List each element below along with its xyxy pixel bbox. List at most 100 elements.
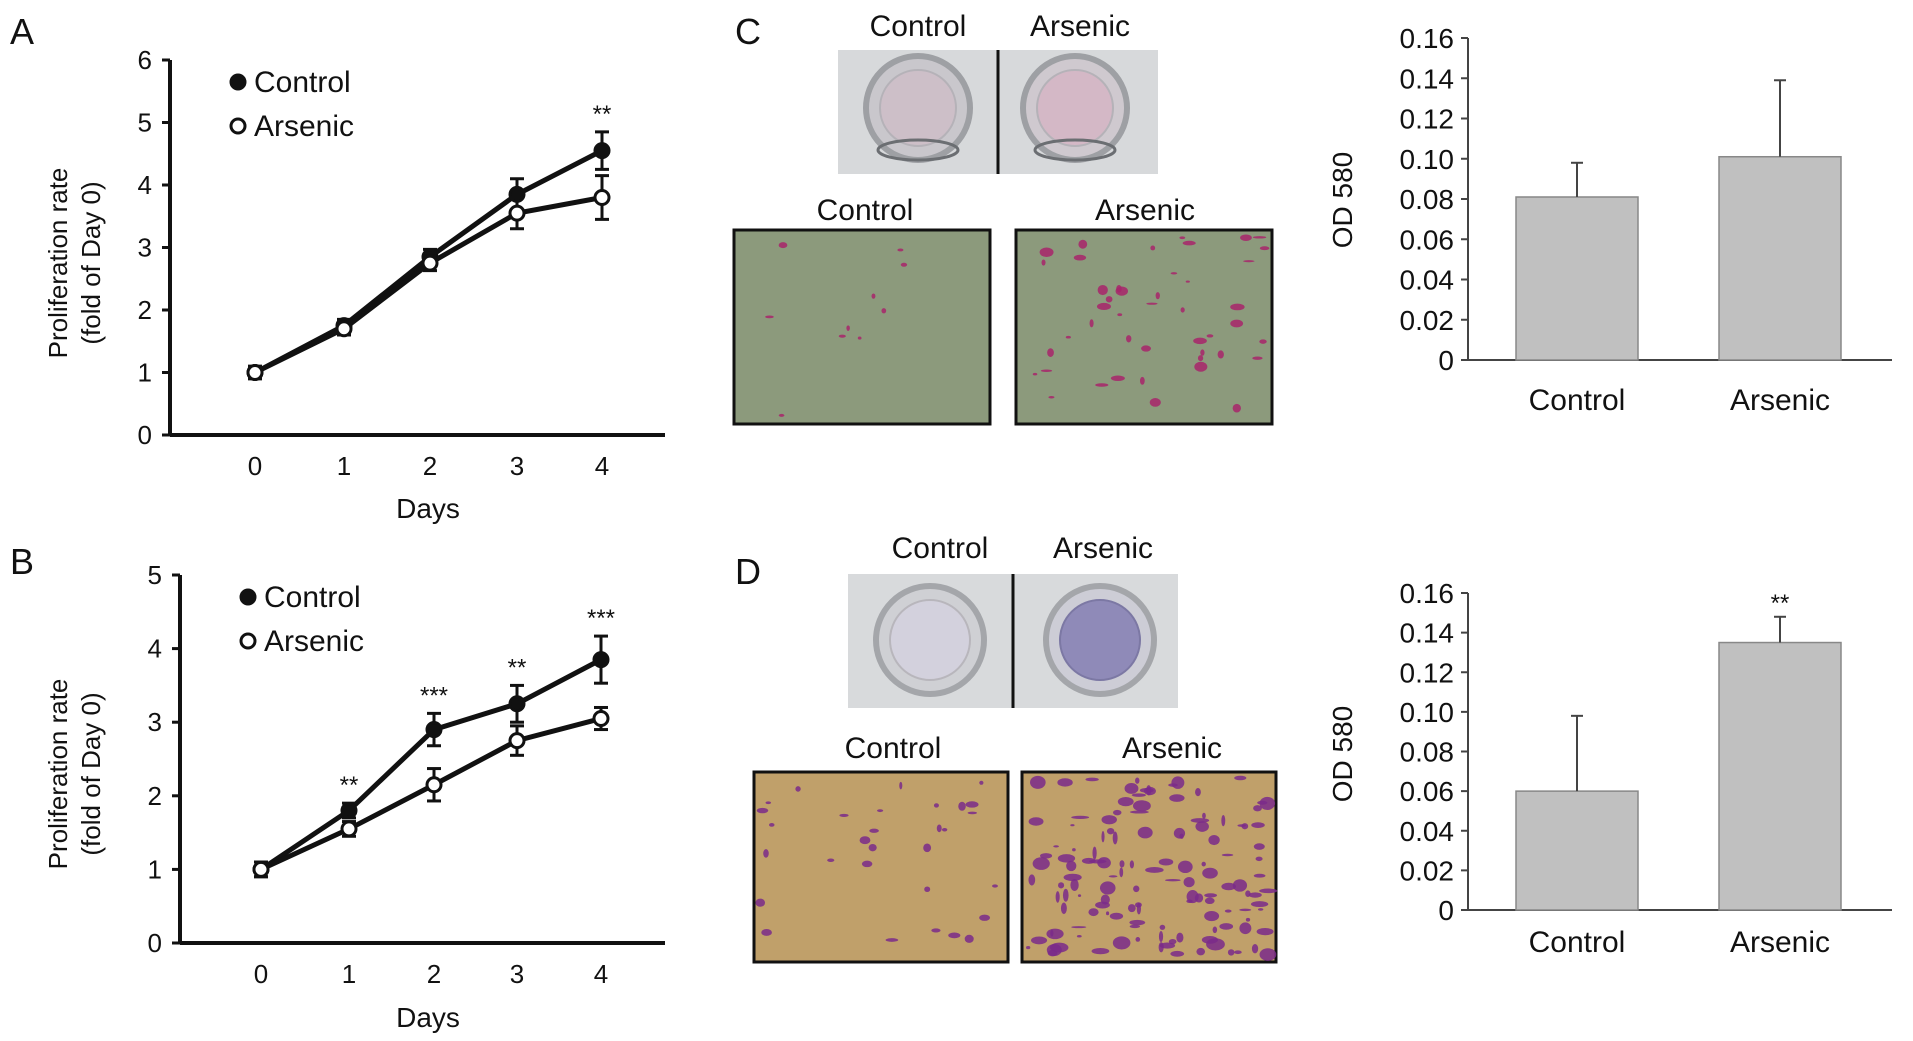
stain-spot <box>1259 888 1278 894</box>
significance-label: *** <box>420 682 448 709</box>
line-chart-a: Proliferation rate (fold of Day 0) Days … <box>43 45 665 524</box>
stain-spot <box>1204 911 1220 922</box>
stain-spot <box>1117 313 1123 317</box>
micrograph-control <box>732 228 992 426</box>
stain-spot <box>1177 860 1193 874</box>
stain-spot <box>1117 796 1134 807</box>
stain-spot <box>756 807 769 814</box>
stain-spot <box>1032 857 1050 870</box>
stain-spot <box>1110 375 1125 382</box>
stain-spot <box>1063 873 1082 882</box>
micro-label-control: Control <box>817 194 914 227</box>
bar-arsenic <box>1718 155 1842 361</box>
stain-spot <box>1129 924 1141 929</box>
y-tick-label: 5 <box>148 560 162 590</box>
x-axis-title: Days <box>396 1002 460 1033</box>
y-tick-label: 0.16 <box>1400 23 1455 54</box>
stain-spot <box>1057 778 1073 787</box>
stain-spot <box>1170 950 1185 957</box>
stain-spot <box>1132 800 1151 812</box>
stain-spot <box>924 886 931 892</box>
legend-label: Arsenic <box>264 625 364 658</box>
y-tick-label: 6 <box>138 45 152 75</box>
stain-spot <box>765 315 774 319</box>
y-tick-label: 3 <box>138 233 152 263</box>
y-tick-label: 0.14 <box>1400 618 1455 649</box>
stain-spot <box>1232 879 1248 892</box>
y-tick-label: 1 <box>138 358 152 388</box>
stain-spot <box>1221 882 1236 891</box>
stain-spot <box>1190 818 1210 823</box>
x-axis-title: Days <box>396 493 460 524</box>
y-axis-title-line1: Proliferation rate <box>43 679 73 870</box>
micro-label-arsenic: Arsenic <box>1122 732 1222 765</box>
stain-spot <box>1126 335 1132 343</box>
stain-spot <box>1116 285 1122 293</box>
stain-spot <box>1257 800 1268 805</box>
stain-spot <box>931 928 941 933</box>
y-tick-label: 0.08 <box>1400 737 1455 768</box>
well-label-arsenic: Arsenic <box>1053 532 1153 565</box>
x-tick-label: 2 <box>427 959 441 989</box>
stain-spot <box>1253 805 1262 812</box>
stain-spot <box>1243 260 1255 263</box>
stain-spot <box>1196 947 1206 956</box>
y-tick-label: 5 <box>138 108 152 138</box>
stain-spot <box>1259 796 1276 810</box>
stain-spot <box>1071 815 1090 819</box>
stain-spot <box>1250 901 1269 908</box>
stain-spot <box>1073 254 1087 261</box>
y-tick-label: 0.06 <box>1400 224 1455 255</box>
stain-spot <box>1252 236 1267 239</box>
stain-spot <box>1221 853 1234 857</box>
legend-label: Control <box>264 581 361 614</box>
stain-spot <box>1048 396 1055 399</box>
legend-marker <box>229 73 247 91</box>
well-label-control: Control <box>892 532 989 565</box>
y-tick-label: 2 <box>138 295 152 325</box>
stain-spot <box>1182 240 1196 246</box>
stain-spot <box>1194 361 1208 372</box>
panel-label-b: B <box>10 541 34 582</box>
stain-spot <box>1129 810 1149 814</box>
stain-spot <box>1257 908 1264 911</box>
well-label-arsenic: Arsenic <box>1030 10 1130 43</box>
y-tick-label: 0.12 <box>1400 104 1455 135</box>
stain-spot <box>1255 856 1263 862</box>
stain-spot <box>881 308 887 314</box>
stain-spot <box>1197 355 1204 362</box>
y-tick-label: 4 <box>138 170 152 200</box>
stain-spot <box>1158 942 1164 953</box>
stain-spot <box>1085 777 1099 782</box>
stain-spot <box>1131 793 1146 797</box>
y-tick-label: 0.12 <box>1400 657 1455 688</box>
stain-spot <box>1134 902 1142 908</box>
y-axis-title: OD 580 <box>1327 152 1358 249</box>
x-tick-label: 4 <box>594 959 608 989</box>
stain-spot <box>857 336 862 340</box>
legend-label: Control <box>254 66 351 99</box>
stain-spot <box>877 809 884 813</box>
stain-spot <box>1135 937 1141 942</box>
bar-control <box>1515 790 1639 911</box>
stain-spot <box>1200 349 1205 356</box>
legend-marker <box>239 632 257 650</box>
stain-spot <box>1234 775 1247 781</box>
stain-spot <box>1227 949 1235 956</box>
micro-label-control: Control <box>845 732 942 765</box>
x-tick-label: Control <box>1529 384 1626 417</box>
y-tick-label: 0.10 <box>1400 697 1455 728</box>
series-line-arsenic <box>253 195 603 375</box>
stain-spot <box>1251 822 1265 828</box>
stain-spot <box>1040 369 1053 372</box>
stain-spot <box>1224 909 1232 913</box>
well-arsenic <box>1020 53 1130 163</box>
stain-spot <box>979 780 984 785</box>
micrograph-control <box>752 770 1010 964</box>
stain-spot <box>1119 860 1125 868</box>
stain-spot <box>1076 935 1082 938</box>
well-control <box>863 53 973 163</box>
stain-spot <box>1165 879 1181 882</box>
stain-spot <box>778 413 785 417</box>
stain-spot <box>1078 239 1088 249</box>
